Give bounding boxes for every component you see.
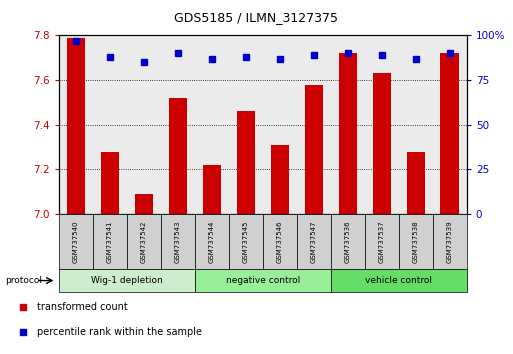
Bar [59, 269, 195, 292]
Bar [67, 38, 85, 214]
Bar [263, 214, 297, 269]
Text: GSM737543: GSM737543 [175, 220, 181, 263]
Bar [441, 53, 459, 214]
Text: percentile rank within the sample: percentile rank within the sample [37, 327, 202, 337]
Text: GSM737545: GSM737545 [243, 221, 249, 263]
Bar [406, 152, 425, 214]
Bar [127, 214, 161, 269]
Text: GSM737541: GSM737541 [107, 220, 113, 263]
Bar [236, 112, 255, 214]
Bar [433, 214, 467, 269]
Bar [399, 214, 433, 269]
Text: GSM737538: GSM737538 [413, 220, 419, 263]
Bar [339, 53, 357, 214]
Bar [331, 214, 365, 269]
Bar [93, 214, 127, 269]
Bar [195, 269, 331, 292]
Bar [229, 214, 263, 269]
Text: GSM737544: GSM737544 [209, 221, 215, 263]
Text: GSM737536: GSM737536 [345, 220, 351, 263]
Bar [331, 269, 467, 292]
Text: GSM737542: GSM737542 [141, 221, 147, 263]
Text: GSM737537: GSM737537 [379, 220, 385, 263]
Bar [169, 98, 187, 214]
Text: GSM737547: GSM737547 [311, 220, 317, 263]
Bar [372, 73, 391, 214]
Text: protocol: protocol [5, 276, 42, 285]
Bar [365, 214, 399, 269]
Bar [203, 165, 221, 214]
Text: GSM737540: GSM737540 [73, 220, 79, 263]
Bar [305, 85, 323, 214]
Text: GSM737546: GSM737546 [277, 220, 283, 263]
Bar [195, 214, 229, 269]
Bar [297, 214, 331, 269]
Text: GSM737539: GSM737539 [447, 220, 453, 263]
Text: transformed count: transformed count [37, 302, 128, 312]
Bar [101, 152, 120, 214]
Text: vehicle control: vehicle control [365, 276, 432, 285]
Text: GDS5185 / ILMN_3127375: GDS5185 / ILMN_3127375 [174, 11, 339, 24]
Bar [134, 194, 153, 214]
Bar [270, 145, 289, 214]
Text: Wig-1 depletion: Wig-1 depletion [91, 276, 163, 285]
Bar [59, 214, 93, 269]
Bar [161, 214, 195, 269]
Text: negative control: negative control [226, 276, 300, 285]
